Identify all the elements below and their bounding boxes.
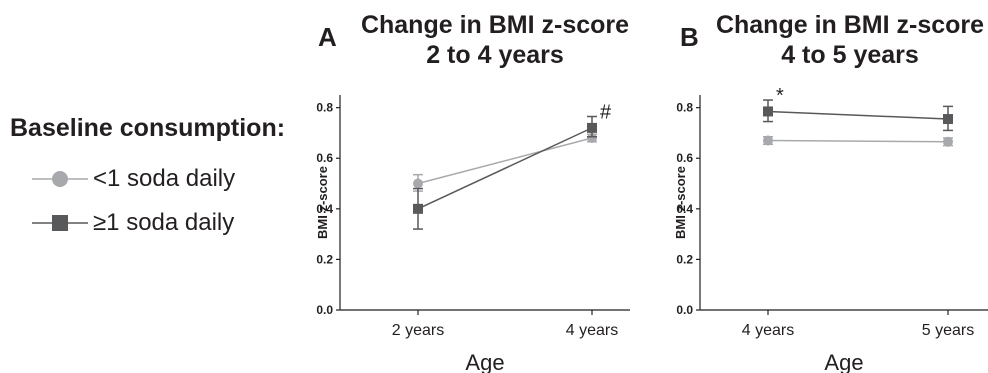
panel-a-series-ge1-line xyxy=(417,127,593,210)
legend-label: ≥1 soda daily xyxy=(93,209,235,236)
circle-marker-icon xyxy=(32,171,88,187)
legend-item-ge1-soda: ≥1 soda daily xyxy=(30,208,270,238)
panel-a-point-ge1 xyxy=(413,203,423,214)
panel-a-title-line2: 2 to 4 years xyxy=(426,41,564,69)
panel-a-y-tick-label: 0.6 xyxy=(316,151,333,165)
legend-title: Baseline consumption: xyxy=(10,114,286,142)
square-marker-icon xyxy=(32,215,88,231)
panel-b-y-tick-label: 0.6 xyxy=(676,151,693,165)
legend-label: <1 soda daily xyxy=(93,165,236,192)
panel-a-y-tick-label: 0.2 xyxy=(316,252,333,266)
panel-b-y-tick-label: 0.0 xyxy=(676,303,693,317)
panel-b-title-line2: 4 to 5 years xyxy=(781,41,919,69)
panel-b-series-lt1-line xyxy=(767,139,949,143)
panel-a-x-axis-label: Age xyxy=(465,350,504,373)
panel-b-y-tick-label: 0.8 xyxy=(676,101,693,115)
panel-a-x-tick-label: 2 years xyxy=(392,322,444,339)
panel-b-y-tick-label: 0.4 xyxy=(676,202,693,216)
panel-a-annotation: # xyxy=(600,102,612,124)
panel-a-point-lt1 xyxy=(413,178,423,189)
panel-b-annotation: * xyxy=(776,85,784,107)
panel-a-title: Change in BMI z-score 2 to 4 years xyxy=(350,10,640,70)
panel-b-letter: B xyxy=(680,22,699,52)
panel-a-point-lt1 xyxy=(587,133,597,143)
panel-a-y-tick-label: 0.8 xyxy=(316,101,333,115)
panel-b-series-ge1-line xyxy=(767,110,949,120)
panel-b-point-ge1 xyxy=(943,114,953,125)
panel-b-y-tick-label: 0.2 xyxy=(676,252,693,266)
panel-b-title-line1: Change in BMI z-score xyxy=(715,11,985,39)
panel-b-y-axis-label: BMI z-score xyxy=(673,166,688,239)
panel-a-y-tick-label: 0.0 xyxy=(316,303,333,317)
panel-b-point-lt1 xyxy=(943,136,953,147)
panel-a-y-axis-label: BMI z-score xyxy=(315,166,330,239)
panel-a-y-tick-label: 0.4 xyxy=(316,202,333,216)
panel-b-x-tick-label: 4 years xyxy=(742,322,794,339)
panel-b-x-tick-label: 5 years xyxy=(922,322,974,339)
panel-a-series-lt1-line xyxy=(417,137,593,185)
panel-b-title: Change in BMI z-score 4 to 5 years xyxy=(710,10,988,70)
panel-b-point-ge1 xyxy=(763,106,773,117)
panel-a-title-line1: Change in BMI z-score xyxy=(360,11,630,39)
panel-a-letter: A xyxy=(318,22,337,52)
panel-b-point-lt1 xyxy=(763,135,773,146)
panel-b-x-axis-label: Age xyxy=(824,350,863,373)
panel-a-point-ge1 xyxy=(587,122,597,133)
panel-a-x-tick-label: 4 years xyxy=(566,322,618,339)
legend-item-lt1-soda: <1 soda daily xyxy=(30,164,270,194)
